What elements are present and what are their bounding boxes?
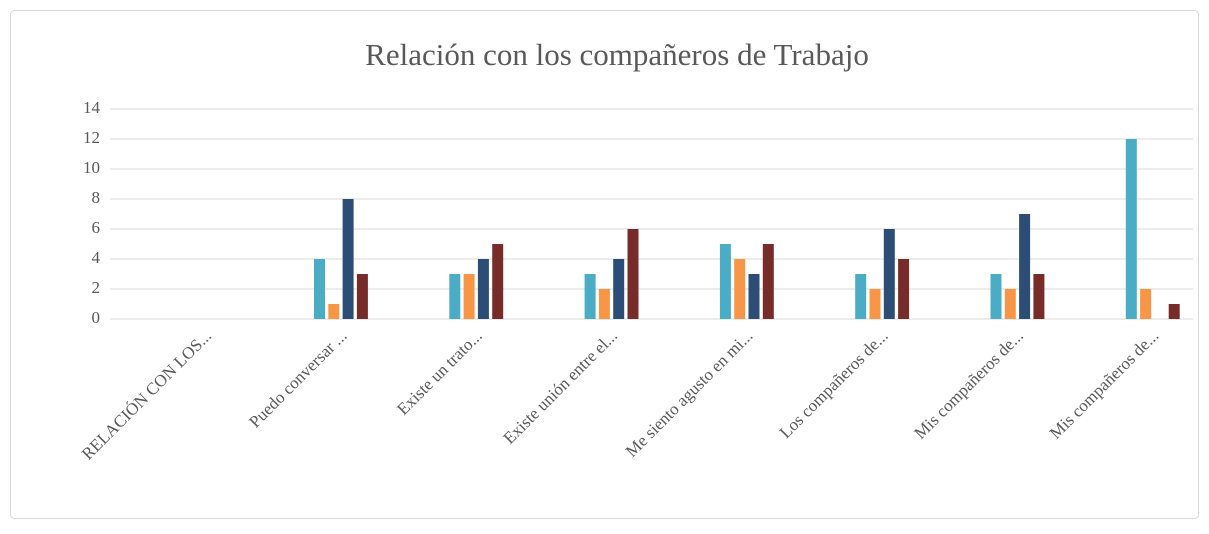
y-tick-label: 0	[92, 308, 101, 327]
bar	[356, 274, 368, 319]
bar	[477, 259, 489, 319]
y-tick-label: 2	[92, 278, 101, 297]
chart-border	[10, 10, 1199, 519]
bar	[869, 289, 881, 319]
bar	[328, 304, 340, 319]
bar	[342, 199, 354, 319]
bar	[883, 229, 895, 319]
bar	[719, 244, 731, 319]
y-tick-label: 4	[92, 248, 101, 267]
bar	[1125, 139, 1137, 319]
bar	[1140, 289, 1152, 319]
bar	[748, 274, 760, 319]
y-tick-label: 8	[92, 188, 101, 207]
chart-title: Relación con los compañeros de Trabajo	[365, 37, 869, 72]
y-tick-label: 12	[83, 128, 100, 147]
bar	[613, 259, 625, 319]
bar	[1168, 304, 1180, 319]
bar	[463, 274, 475, 319]
bar	[492, 244, 504, 319]
bar	[990, 274, 1002, 319]
bar	[627, 229, 639, 319]
bar	[855, 274, 867, 319]
y-tick-label: 14	[83, 98, 101, 117]
bar	[762, 244, 774, 319]
bar	[584, 274, 596, 319]
y-tick-label: 6	[92, 218, 101, 237]
bar	[734, 259, 746, 319]
bar	[449, 274, 461, 319]
bar	[598, 289, 610, 319]
bar	[1004, 289, 1016, 319]
bar	[898, 259, 910, 319]
bar	[1033, 274, 1045, 319]
bar	[314, 259, 325, 319]
y-tick-label: 10	[83, 158, 100, 177]
bar	[1019, 214, 1031, 319]
